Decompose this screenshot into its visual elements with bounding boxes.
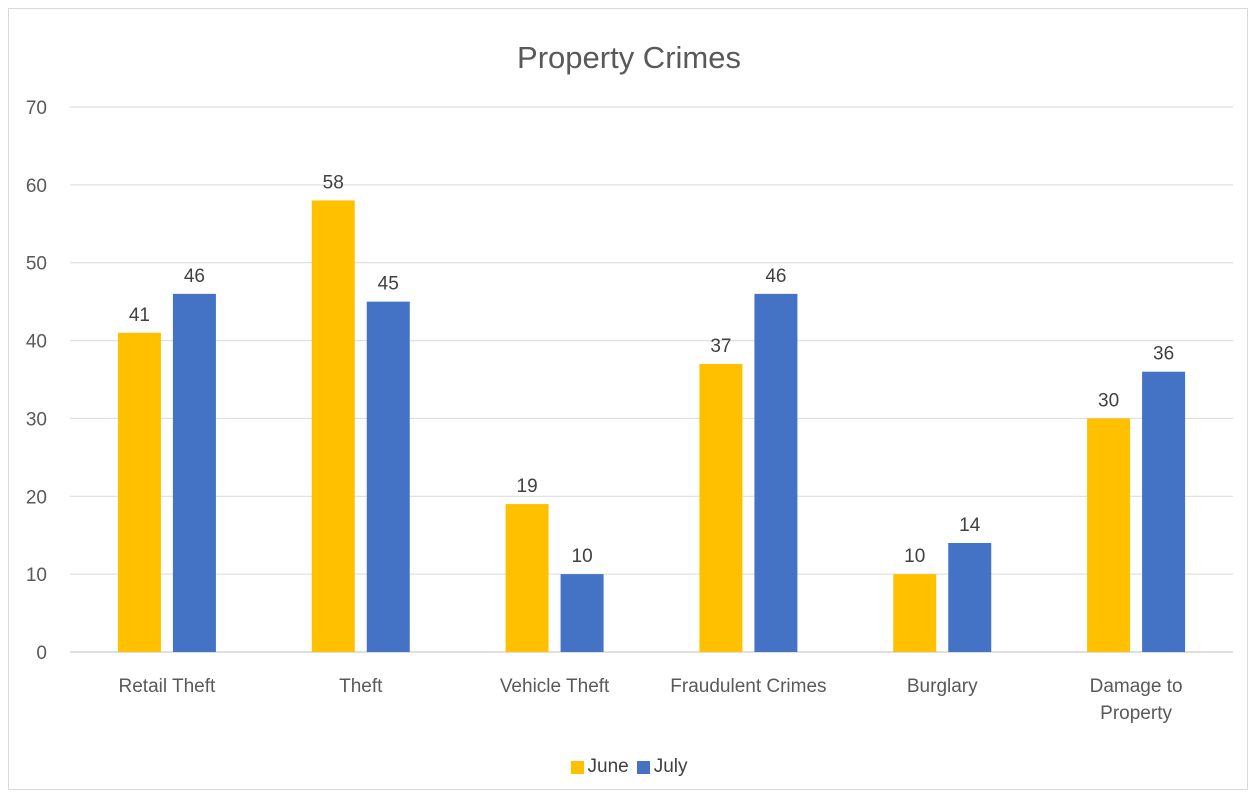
data-label: 19 bbox=[517, 476, 538, 497]
bar-june bbox=[311, 200, 355, 652]
y-tick-label: 60 bbox=[26, 176, 47, 197]
bar-july bbox=[1142, 371, 1186, 652]
data-label: 14 bbox=[959, 515, 981, 536]
bar-june bbox=[1087, 418, 1131, 652]
y-tick-label: 10 bbox=[26, 565, 47, 586]
data-label: 10 bbox=[572, 546, 593, 567]
bar-june bbox=[117, 332, 161, 652]
data-label: 41 bbox=[129, 305, 150, 326]
legend-label-june: June bbox=[587, 756, 629, 777]
bar-july bbox=[948, 543, 992, 652]
y-tick-label: 20 bbox=[26, 487, 47, 508]
data-labels: 41 46 58 45 19 10 37 46 10 14 30 36 bbox=[129, 172, 1174, 567]
gridlines bbox=[70, 106, 1233, 653]
x-tick-label: Theft bbox=[339, 676, 383, 697]
legend-swatch-july bbox=[636, 760, 650, 774]
legend-item-july: July bbox=[636, 756, 688, 778]
legend: June July bbox=[0, 756, 1258, 778]
data-label: 37 bbox=[710, 336, 731, 357]
y-tick-label: 50 bbox=[26, 254, 47, 275]
data-label: 46 bbox=[765, 266, 786, 287]
bar-july bbox=[560, 574, 604, 652]
legend-label-july: July bbox=[653, 756, 688, 777]
bar-july bbox=[754, 293, 798, 652]
y-axis-ticks: 0 10 20 30 40 50 60 70 bbox=[26, 98, 47, 664]
bar-july bbox=[366, 301, 410, 652]
chart-title: Property Crimes bbox=[517, 40, 741, 75]
bars bbox=[117, 200, 1186, 652]
legend-item-june: June bbox=[570, 756, 629, 778]
data-label: 36 bbox=[1153, 344, 1174, 365]
bar-june bbox=[699, 363, 743, 652]
bar-june bbox=[505, 504, 549, 652]
legend-swatch-june bbox=[570, 760, 584, 774]
bar-july bbox=[172, 293, 216, 652]
data-label: 10 bbox=[904, 546, 925, 567]
x-tick-label: Fraudulent Crimes bbox=[670, 676, 826, 697]
x-tick-label: Damage to Property bbox=[1090, 676, 1183, 724]
y-tick-label: 70 bbox=[26, 98, 47, 119]
x-tick-label: Retail Theft bbox=[119, 676, 217, 697]
x-tick-label: Burglary bbox=[907, 676, 978, 697]
x-axis-ticks: Retail Theft Theft Vehicle Theft Fraudulent… bbox=[119, 676, 1183, 724]
bar-june bbox=[893, 574, 937, 652]
y-tick-label: 30 bbox=[26, 409, 47, 430]
data-label: 30 bbox=[1098, 390, 1119, 411]
y-tick-label: 0 bbox=[36, 643, 47, 664]
data-label: 45 bbox=[378, 274, 399, 295]
data-label: 46 bbox=[184, 266, 205, 287]
x-tick-label: Vehicle Theft bbox=[500, 676, 610, 697]
y-tick-label: 40 bbox=[26, 332, 47, 353]
data-label: 58 bbox=[323, 172, 344, 193]
